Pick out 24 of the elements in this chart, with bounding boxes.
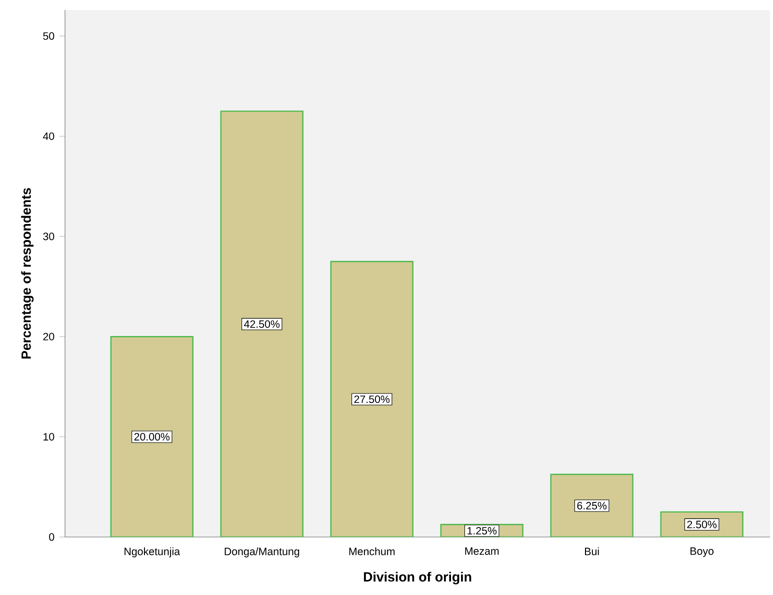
x-tick-label: Boyo [690, 547, 714, 557]
bar [220, 110, 304, 537]
y-tick-label: 20 [43, 332, 54, 340]
x-tick-label: Mezam [465, 547, 499, 555]
bar [550, 474, 634, 537]
x-tick-label: Donga/Mantung [224, 547, 300, 558]
x-axis-title: Division of origin [364, 572, 472, 584]
bar [110, 336, 194, 537]
data-label: 42.50% [244, 320, 280, 328]
bar [330, 260, 414, 537]
data-label: 1.25% [468, 526, 497, 535]
y-tick-label: 50 [43, 32, 54, 40]
y-axis-title: Percentage of respondents [21, 188, 34, 359]
data-label: 6.25% [577, 502, 607, 510]
data-label: 2.50% [687, 520, 717, 528]
x-tick-label: Ngoketunjia [124, 547, 180, 558]
y-tick-label: 40 [42, 132, 54, 140]
x-tick-label: Menchum [349, 547, 395, 556]
y-tick-label: 30 [43, 232, 54, 240]
data-label: 20.00% [134, 433, 170, 441]
data-label: 27.50% [354, 395, 390, 404]
y-tick-label: 10 [44, 433, 54, 441]
y-tick-label: 0 [49, 533, 54, 541]
x-tick-label: Bui [585, 547, 599, 556]
